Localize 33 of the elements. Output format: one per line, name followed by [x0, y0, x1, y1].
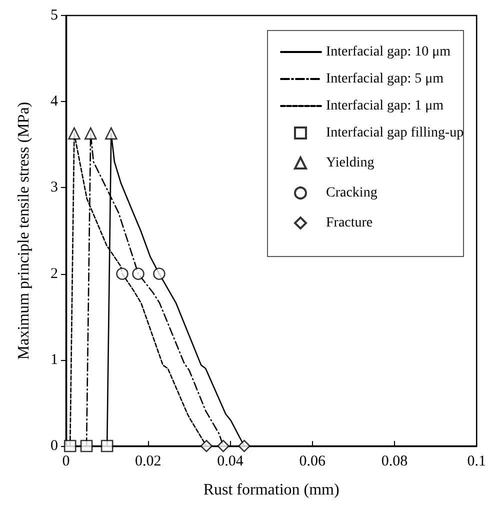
point: [200, 440, 213, 452]
y-tick-label: 1: [50, 352, 58, 368]
point: [68, 127, 80, 140]
point: [64, 440, 76, 452]
legend-label: Yielding: [326, 156, 374, 170]
x-tick-label: 0.04: [217, 454, 244, 470]
legend-label: Interfacial gap: 10 μm: [326, 44, 451, 60]
y-axis-title: Maximum principle tensile stress (MPa): [16, 102, 32, 360]
y-tick-label: 5: [50, 8, 58, 24]
legend-label: Interfacial gap: 5 μm: [326, 72, 444, 86]
y-tick-label: 3: [50, 180, 58, 196]
y-tick-label: 4: [50, 94, 58, 110]
x-tick-label: 0.1: [467, 454, 486, 470]
point: [80, 440, 93, 452]
legend-label: Cracking: [326, 186, 378, 200]
legend-label: Interfacial gap: 1 μm: [326, 98, 444, 114]
y-tick-label: 0: [50, 438, 58, 454]
point: [84, 127, 97, 140]
point: [132, 268, 144, 280]
x-tick-label: 0: [62, 454, 70, 470]
point: [238, 440, 250, 452]
point: [100, 440, 114, 452]
point: [105, 127, 118, 140]
x-tick-label: 0.08: [381, 454, 408, 470]
x-tick-label: 0.06: [299, 454, 326, 470]
x-axis-title: Rust formation (mm): [203, 482, 340, 498]
legend-label: Interfacial gap filling-up: [326, 126, 464, 140]
y-tick-label: 2: [50, 266, 58, 282]
point: [116, 268, 128, 280]
x-tick-label: 0.02: [135, 454, 162, 470]
legend-label: Fracture: [326, 216, 373, 230]
point: [217, 440, 230, 452]
point: [153, 268, 166, 280]
